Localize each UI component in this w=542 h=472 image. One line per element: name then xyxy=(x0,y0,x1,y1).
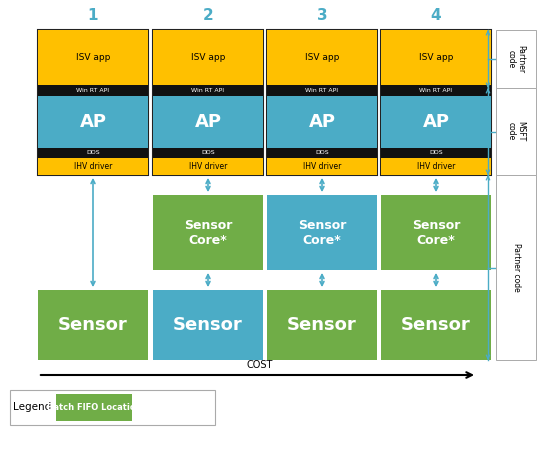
FancyBboxPatch shape xyxy=(381,148,491,158)
Text: ISV app: ISV app xyxy=(76,53,110,62)
Text: 2: 2 xyxy=(203,8,214,24)
Text: Sensor
Core*: Sensor Core* xyxy=(298,219,346,246)
Text: IHV driver: IHV driver xyxy=(303,162,341,171)
FancyBboxPatch shape xyxy=(496,30,536,88)
Text: Sensor: Sensor xyxy=(58,316,128,334)
Text: Sensor: Sensor xyxy=(173,316,243,334)
FancyBboxPatch shape xyxy=(381,30,491,175)
Text: 3: 3 xyxy=(317,8,327,24)
Text: DDS: DDS xyxy=(429,151,443,155)
Text: DDS: DDS xyxy=(315,151,329,155)
FancyBboxPatch shape xyxy=(267,195,377,270)
FancyBboxPatch shape xyxy=(381,30,491,85)
FancyBboxPatch shape xyxy=(153,96,263,148)
Text: Sensor
Core*: Sensor Core* xyxy=(412,219,460,246)
FancyBboxPatch shape xyxy=(381,195,491,270)
FancyBboxPatch shape xyxy=(153,290,263,360)
Text: AP: AP xyxy=(80,113,106,131)
Text: Sensor: Sensor xyxy=(287,316,357,334)
FancyBboxPatch shape xyxy=(267,158,377,175)
Text: Sensor: Sensor xyxy=(401,316,471,334)
FancyBboxPatch shape xyxy=(38,290,148,360)
Text: AP: AP xyxy=(423,113,449,131)
FancyBboxPatch shape xyxy=(267,30,377,85)
FancyBboxPatch shape xyxy=(381,96,491,148)
Text: MSFT
code: MSFT code xyxy=(506,121,526,142)
FancyBboxPatch shape xyxy=(267,85,377,96)
Text: DDS: DDS xyxy=(86,151,100,155)
Text: ISV app: ISV app xyxy=(191,53,225,62)
Text: Partner code: Partner code xyxy=(512,243,520,292)
FancyBboxPatch shape xyxy=(381,290,491,360)
Text: Legend: Legend xyxy=(12,403,51,413)
Text: Win RT API: Win RT API xyxy=(420,88,453,93)
FancyBboxPatch shape xyxy=(496,88,536,175)
Text: 4: 4 xyxy=(431,8,441,24)
FancyBboxPatch shape xyxy=(267,30,377,175)
FancyBboxPatch shape xyxy=(153,158,263,175)
FancyBboxPatch shape xyxy=(38,85,148,96)
FancyBboxPatch shape xyxy=(381,85,491,96)
Text: Win RT API: Win RT API xyxy=(191,88,224,93)
FancyBboxPatch shape xyxy=(38,158,148,175)
Text: COST: COST xyxy=(247,360,273,370)
FancyBboxPatch shape xyxy=(10,390,215,425)
FancyBboxPatch shape xyxy=(153,85,263,96)
Text: IHV driver: IHV driver xyxy=(189,162,227,171)
Text: 1: 1 xyxy=(88,8,98,24)
Text: ISV app: ISV app xyxy=(419,53,453,62)
Text: Batch FIFO Location: Batch FIFO Location xyxy=(47,403,141,412)
Text: AP: AP xyxy=(195,113,222,131)
Text: AP: AP xyxy=(308,113,335,131)
FancyBboxPatch shape xyxy=(153,30,263,175)
Text: Win RT API: Win RT API xyxy=(76,88,109,93)
FancyBboxPatch shape xyxy=(38,148,148,158)
Text: Partner
code: Partner code xyxy=(506,45,526,73)
FancyBboxPatch shape xyxy=(496,175,536,360)
Text: Win RT API: Win RT API xyxy=(306,88,339,93)
Text: IHV driver: IHV driver xyxy=(74,162,112,171)
Text: ISV app: ISV app xyxy=(305,53,339,62)
FancyBboxPatch shape xyxy=(267,96,377,148)
FancyBboxPatch shape xyxy=(38,30,148,85)
FancyBboxPatch shape xyxy=(56,394,132,421)
FancyBboxPatch shape xyxy=(267,148,377,158)
Text: IHV driver: IHV driver xyxy=(417,162,455,171)
Text: DDS: DDS xyxy=(201,151,215,155)
FancyBboxPatch shape xyxy=(153,148,263,158)
FancyBboxPatch shape xyxy=(38,30,148,175)
FancyBboxPatch shape xyxy=(267,290,377,360)
FancyBboxPatch shape xyxy=(381,158,491,175)
FancyBboxPatch shape xyxy=(153,30,263,85)
FancyBboxPatch shape xyxy=(153,195,263,270)
FancyBboxPatch shape xyxy=(38,96,148,148)
Text: Sensor
Core*: Sensor Core* xyxy=(184,219,232,246)
